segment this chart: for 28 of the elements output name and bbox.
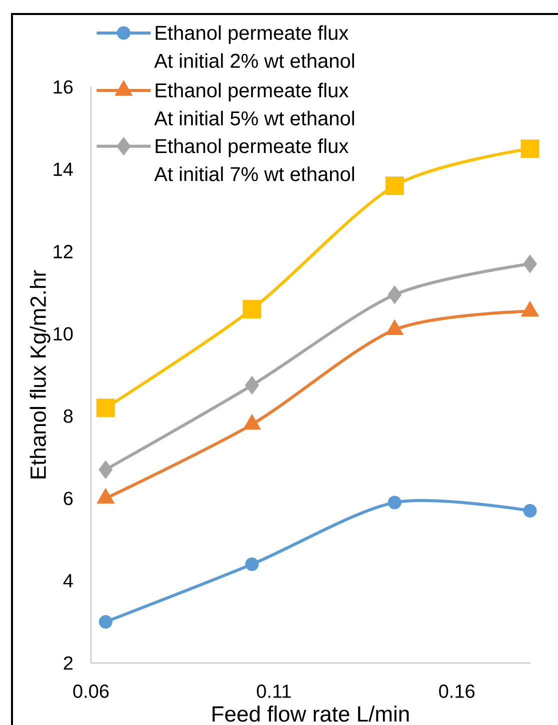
y-tick-label: 12 (54, 244, 73, 258)
point (520, 139, 540, 158)
y-tick-label: 6 (64, 492, 73, 506)
y-tick-label: 16 (54, 80, 73, 94)
x-tick-label: 0.11 (256, 684, 291, 698)
x-tick-label: 0.06 (73, 684, 109, 698)
y-tick-label: 14 (54, 162, 73, 176)
legend-label: Ethanol permeate flux At initial 2% wt ethanol (154, 25, 354, 68)
point (96, 398, 115, 418)
y-axis-title: Ethanol flux Kg/m2.hr (30, 270, 50, 478)
point (98, 460, 113, 479)
legend-label: Ethanol permeate flux At initial 7% wt ethanol (154, 138, 354, 182)
y-tick-label: 4 (63, 574, 73, 588)
point (242, 300, 262, 318)
point (98, 615, 112, 629)
point (385, 176, 404, 195)
point (523, 254, 537, 274)
x-axis-title: Feed flow rate L/min (212, 706, 409, 722)
x-tick-label: 0.16 (439, 684, 474, 698)
y-tick-label: 10 (54, 327, 73, 341)
point (244, 376, 259, 395)
point (388, 496, 402, 510)
legend-label: Ethanol permeate flux At initial 5% wt ethanol (154, 82, 354, 126)
y-tick-label: 8 (64, 409, 73, 423)
point (523, 504, 537, 518)
point (245, 558, 259, 571)
y-tick-label: 2 (64, 656, 73, 670)
point (388, 286, 402, 304)
